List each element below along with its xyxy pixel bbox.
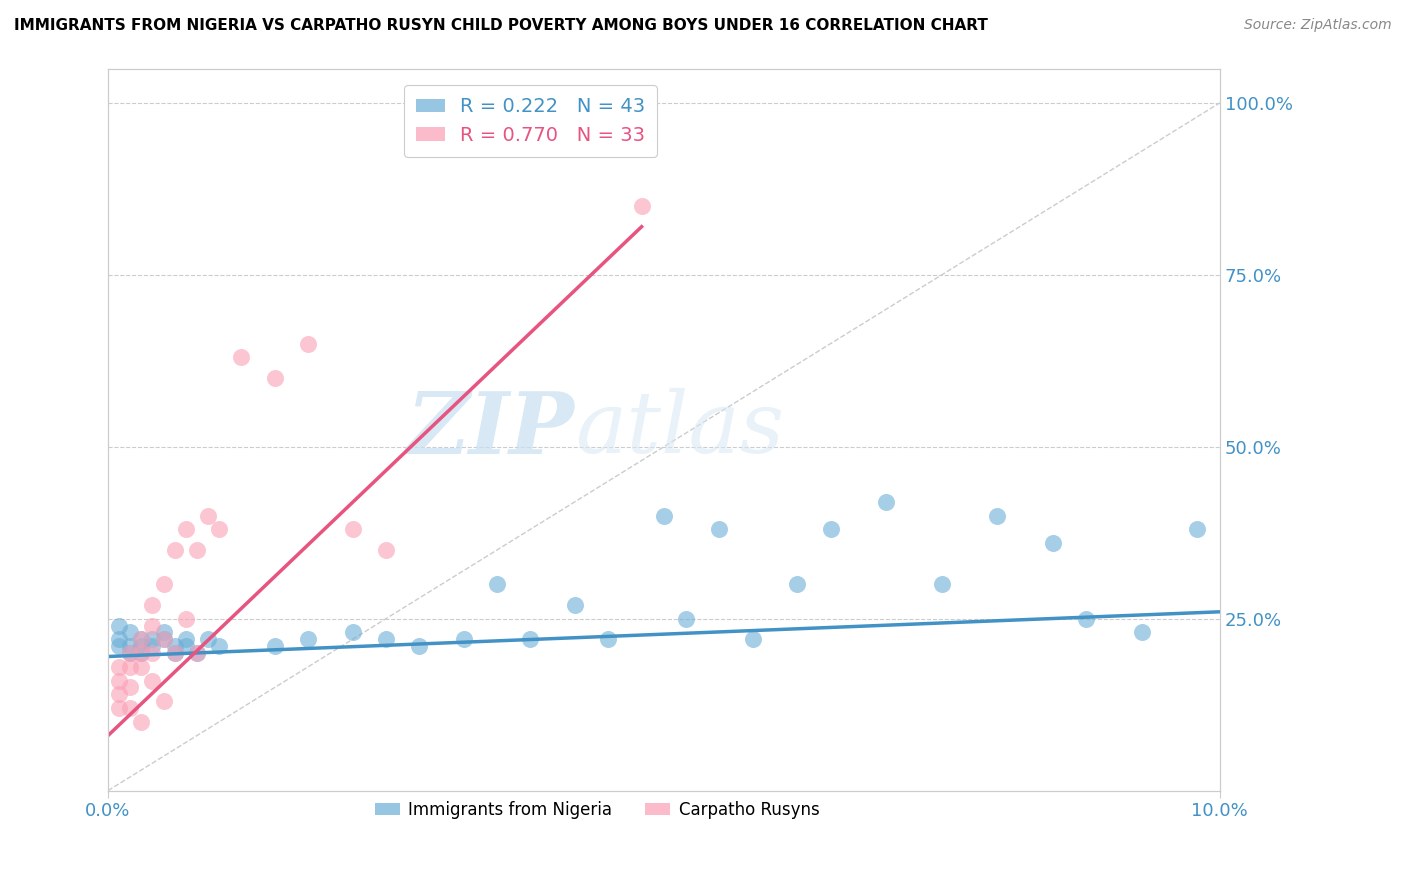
Point [141, 618, 163, 632]
Point [931, 577, 953, 591]
Point [152, 632, 174, 647]
Point [709, 522, 731, 536]
Point [141, 598, 163, 612]
Text: Source: ZipAtlas.com: Source: ZipAtlas.com [1244, 18, 1392, 32]
Point [131, 714, 153, 729]
Point [120, 646, 142, 660]
Point [208, 522, 231, 536]
Point [986, 508, 1008, 523]
Point [1042, 536, 1064, 550]
Point [120, 701, 142, 715]
Point [519, 632, 541, 647]
Point [297, 632, 319, 647]
Point [131, 660, 153, 674]
Point [131, 632, 153, 647]
Point [564, 598, 586, 612]
Point [163, 646, 186, 660]
Point [174, 522, 197, 536]
Point [630, 199, 652, 213]
Point [208, 639, 231, 653]
Point [197, 508, 219, 523]
Point [186, 542, 208, 557]
Point [141, 639, 163, 653]
Point [120, 681, 142, 695]
Point [163, 646, 186, 660]
Point [141, 632, 163, 647]
Point [174, 632, 197, 647]
Point [120, 639, 142, 653]
Point [108, 632, 131, 647]
Point [108, 618, 131, 632]
Point [675, 612, 697, 626]
Point [342, 625, 364, 640]
Point [786, 577, 808, 591]
Point [652, 508, 675, 523]
Point [598, 632, 620, 647]
Point [108, 687, 131, 701]
Point [120, 646, 142, 660]
Point [174, 612, 197, 626]
Point [197, 632, 219, 647]
Point [374, 542, 396, 557]
Point [131, 639, 153, 653]
Text: atlas: atlas [575, 388, 785, 471]
Point [108, 660, 131, 674]
Point [120, 625, 142, 640]
Text: ZIP: ZIP [408, 388, 575, 471]
Point [1187, 522, 1209, 536]
Point [263, 639, 285, 653]
Point [374, 632, 396, 647]
Point [108, 701, 131, 715]
Point [486, 577, 509, 591]
Point [141, 646, 163, 660]
Point [152, 625, 174, 640]
Point [231, 351, 253, 365]
Point [131, 646, 153, 660]
Point [453, 632, 475, 647]
Point [1076, 612, 1098, 626]
Point [108, 639, 131, 653]
Point [186, 646, 208, 660]
Point [1130, 625, 1153, 640]
Point [152, 577, 174, 591]
Point [186, 646, 208, 660]
Point [108, 673, 131, 688]
Point [163, 639, 186, 653]
Point [120, 660, 142, 674]
Point [263, 371, 285, 385]
Point [820, 522, 842, 536]
Point [174, 639, 197, 653]
Point [408, 639, 430, 653]
Point [131, 646, 153, 660]
Point [875, 495, 897, 509]
Point [141, 673, 163, 688]
Point [342, 522, 364, 536]
Legend: Immigrants from Nigeria, Carpatho Rusyns: Immigrants from Nigeria, Carpatho Rusyns [368, 794, 827, 826]
Point [152, 694, 174, 708]
Point [131, 632, 153, 647]
Text: IMMIGRANTS FROM NIGERIA VS CARPATHO RUSYN CHILD POVERTY AMONG BOYS UNDER 16 CORR: IMMIGRANTS FROM NIGERIA VS CARPATHO RUSY… [14, 18, 988, 33]
Point [297, 336, 319, 351]
Point [741, 632, 763, 647]
Point [152, 632, 174, 647]
Point [163, 542, 186, 557]
